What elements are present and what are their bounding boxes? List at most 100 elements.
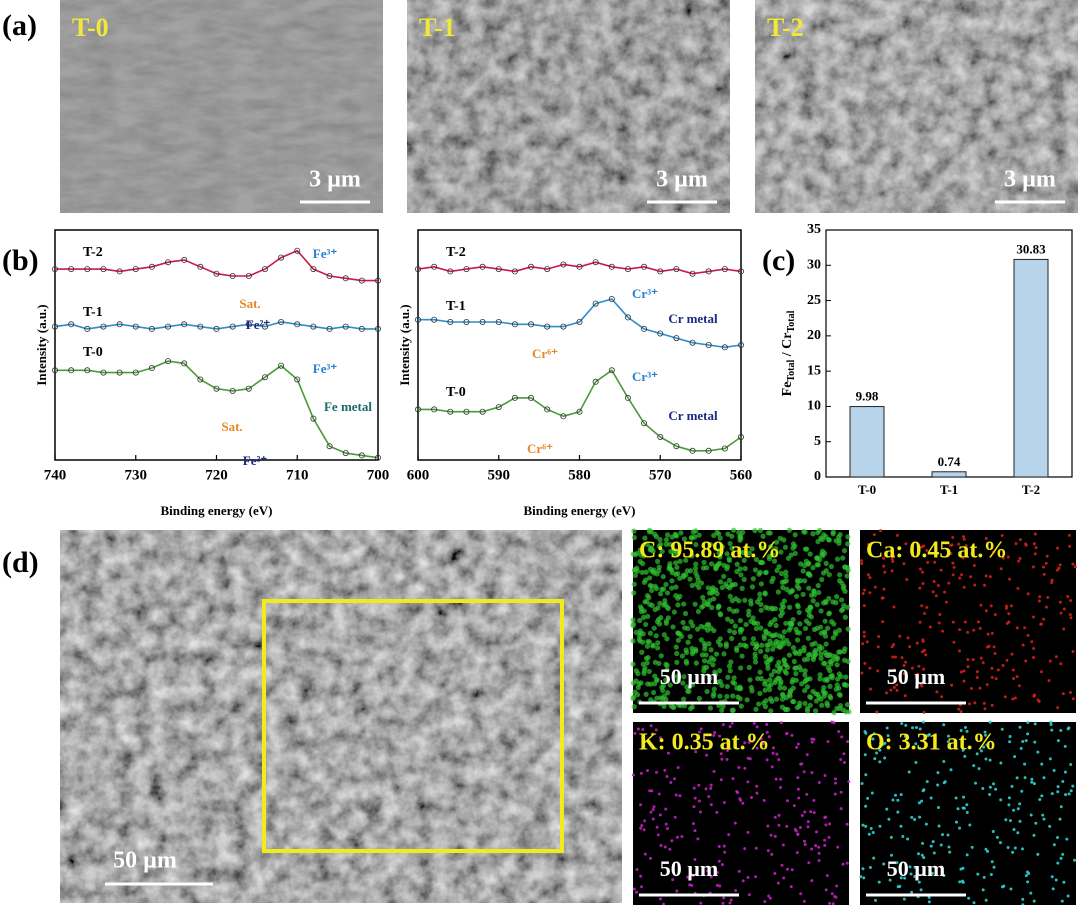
eds-dot	[900, 721, 904, 725]
eds-dot	[704, 787, 708, 791]
spectrum-point	[528, 263, 535, 270]
eds-dot	[1032, 615, 1036, 619]
eds-dot	[951, 561, 955, 565]
eds-dot	[727, 540, 733, 547]
eds-dot	[878, 824, 882, 828]
eds-dot	[738, 703, 744, 709]
eds-dot	[837, 702, 844, 709]
spectrum-point	[528, 321, 535, 328]
eds-dot	[718, 884, 722, 888]
eds-dot	[826, 610, 833, 616]
eds-dot	[844, 702, 851, 708]
spectrum-point	[414, 316, 421, 323]
eds-dot	[773, 815, 777, 819]
eds-dot	[1058, 600, 1062, 604]
eds-dot	[1071, 697, 1075, 701]
eds-dot	[650, 643, 656, 649]
y-axis-label-part: Total	[786, 360, 797, 382]
eds-dot	[660, 687, 666, 694]
spectrum-point	[213, 270, 220, 277]
eds-dot	[763, 654, 769, 660]
eds-dot	[657, 541, 664, 547]
eds-dot	[819, 536, 825, 542]
eds-dot	[738, 665, 744, 671]
eds-dot	[726, 577, 733, 584]
eds-dot	[726, 556, 732, 562]
x-axis-label: Binding energy (eV)	[161, 503, 273, 518]
eds-dot	[749, 546, 755, 552]
eds-dot	[1039, 622, 1043, 626]
y-tick-label: 0	[814, 469, 821, 484]
eds-dot	[737, 869, 741, 873]
eds-dot	[726, 663, 733, 669]
eds-dot	[728, 725, 732, 729]
eds-dot	[709, 742, 713, 746]
eds-dot	[1031, 565, 1035, 569]
eds-dot	[681, 674, 687, 680]
eds-dot	[797, 578, 804, 584]
eds-dot	[810, 598, 816, 604]
eds-dot	[972, 628, 976, 632]
eds-dot	[1051, 887, 1055, 891]
eds-dot	[1010, 652, 1014, 656]
eds-dot	[678, 794, 682, 798]
eds-dot	[752, 655, 758, 661]
eds-dot	[721, 651, 727, 657]
value-label: 30.83	[1016, 241, 1046, 256]
eds-dot	[653, 534, 660, 540]
eds-dot	[826, 572, 832, 578]
eds-dot	[969, 575, 973, 579]
eds-dot	[781, 685, 788, 691]
eds-dot	[635, 670, 641, 677]
eds-dot	[790, 545, 796, 551]
eds-dot	[989, 604, 993, 608]
eds-dot	[712, 769, 716, 773]
eds-dot	[882, 587, 886, 591]
spectrum-point	[641, 420, 648, 427]
eds-dot	[861, 823, 865, 827]
eds-dot	[869, 827, 873, 831]
eds-dot	[757, 669, 763, 675]
eds-dot	[1002, 884, 1006, 888]
eds-dot	[821, 629, 827, 635]
eds-dot	[828, 822, 832, 826]
peak-annotation: Cr³⁺	[632, 286, 658, 301]
eds-dot	[710, 596, 717, 602]
eds-dot	[981, 661, 985, 665]
eds-dot	[932, 579, 936, 583]
eds-dot	[833, 781, 837, 785]
eds-dot	[664, 590, 671, 596]
eds-dot	[802, 668, 808, 674]
eds-dot	[843, 682, 850, 688]
spectrum-point	[84, 325, 91, 332]
eds-dot	[790, 733, 794, 737]
eds-dot	[841, 862, 845, 866]
eds-dot	[944, 600, 948, 604]
eds-dot	[639, 649, 645, 655]
eds-dot	[1003, 695, 1007, 699]
eds-dot	[983, 730, 987, 734]
eds-dot	[936, 806, 940, 810]
eds-dot	[910, 815, 914, 819]
eds-dot	[712, 669, 718, 675]
eds-dot	[758, 581, 764, 587]
spectrum-point	[100, 266, 107, 273]
eds-dot	[660, 683, 666, 689]
eds-dot	[845, 541, 851, 547]
eds-dot	[1069, 599, 1073, 603]
spectrum-point	[245, 272, 252, 279]
spectrum-point	[132, 323, 139, 330]
eds-dot	[692, 601, 698, 607]
eds-dot	[860, 671, 864, 675]
eds-dot	[734, 888, 738, 892]
eds-dot	[649, 602, 655, 609]
spectrum-point	[657, 433, 664, 440]
eds-dot	[917, 664, 921, 668]
eds-dot	[1024, 739, 1028, 743]
eds-dot	[1012, 808, 1016, 812]
spectrum-point	[592, 378, 599, 385]
eds-dot	[649, 810, 653, 814]
eds-dot	[1033, 722, 1037, 726]
eds-dot	[887, 817, 891, 821]
eds-dot	[807, 572, 813, 579]
